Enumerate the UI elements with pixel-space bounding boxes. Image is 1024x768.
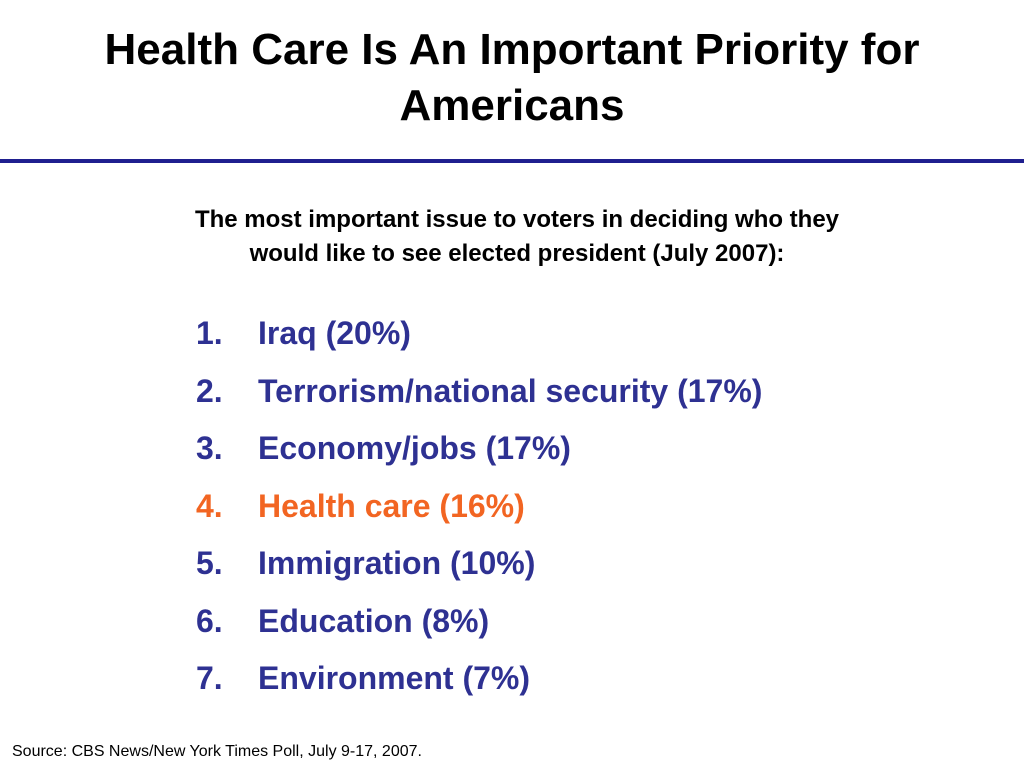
list-item-label: Economy/jobs (17%)	[258, 430, 571, 466]
list-item-number: 6.	[196, 602, 223, 639]
list-item-label: Environment (7%)	[258, 660, 531, 696]
list-item: 3. Economy/jobs (17%)	[196, 420, 762, 478]
list-item: 1. Iraq (20%)	[196, 305, 762, 363]
list-item-label: Iraq (20%)	[258, 315, 411, 351]
list-item-number: 3.	[196, 430, 223, 466]
list-item: 7. Environment (7%)	[196, 650, 762, 708]
list-item: 2. Terrorism/national security (17%)	[196, 363, 762, 421]
slide-title-line-2: Americans	[399, 81, 625, 130]
issue-list: 1. Iraq (20%) 2. Terrorism/national securit…	[196, 305, 762, 708]
list-item-label: Terrorism/national security (17%)	[258, 372, 763, 409]
slide-subtitle-line-1: The most important issue to voters in de…	[194, 206, 840, 233]
slide-subtitle-line-2: would like to see elected president (Jul…	[249, 240, 785, 267]
list-item-number: 7.	[196, 660, 223, 696]
list-item-number: 1.	[196, 315, 223, 351]
list-item: 5. Immigration (10%)	[196, 535, 762, 593]
title-divider	[0, 159, 1024, 163]
slide-subtitle: The most important issue to voters in de…	[0, 203, 1024, 271]
list-item-label: Education (8%)	[258, 602, 490, 639]
list-item-number: 5.	[196, 545, 223, 581]
slide-title: Health Care Is An Important Priority for…	[0, 22, 1024, 134]
list-item-number: 4.	[196, 487, 223, 524]
list-item-label: Health care (16%)	[258, 487, 525, 524]
slide-title-line-1: Health Care Is An Important Priority for	[104, 25, 920, 74]
list-item: 4. Health care (16%)	[196, 478, 762, 536]
list-item-number: 2.	[196, 372, 223, 409]
source-note: Source: CBS News/New York Times Poll, Ju…	[12, 743, 422, 760]
list-item-label: Immigration (10%)	[258, 545, 536, 581]
list-item: 6. Education (8%)	[196, 593, 762, 651]
